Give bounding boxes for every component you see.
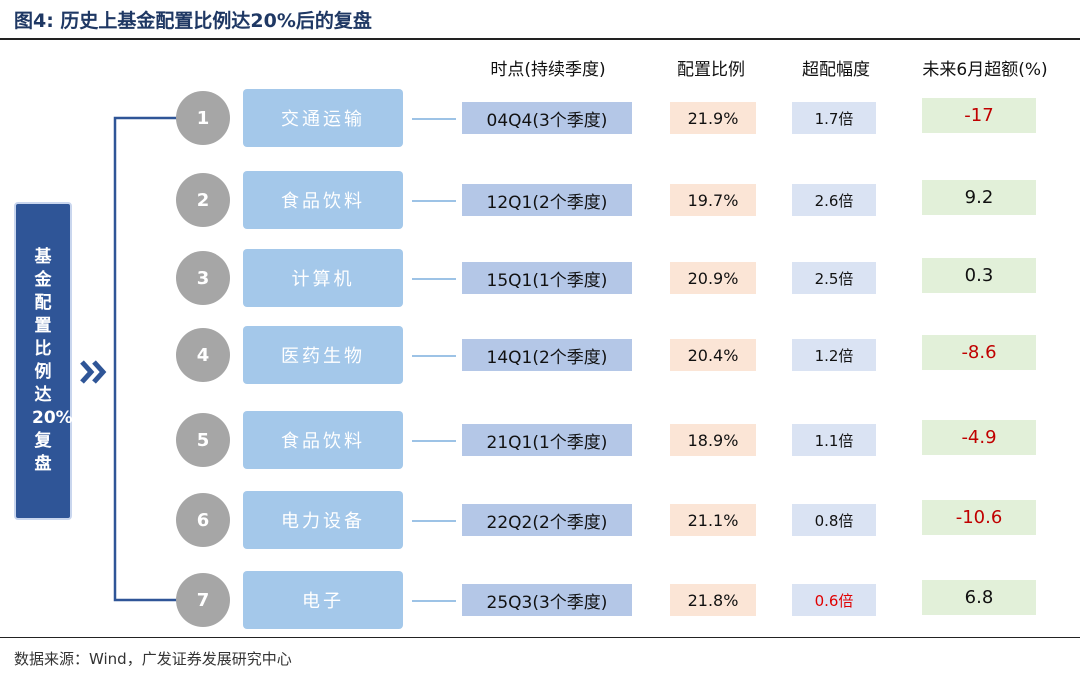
connector-lines [80, 116, 185, 602]
ratio: 21.9% [670, 102, 756, 134]
excess: -10.6 [922, 499, 1036, 535]
row-number: 4 [176, 328, 230, 382]
excess: 9.2 [922, 179, 1036, 215]
period: 12Q1(2个季度) [462, 184, 632, 216]
period: 15Q1(1个季度) [462, 262, 632, 294]
column-header: 配置比例 [677, 60, 745, 80]
period: 04Q4(3个季度) [462, 102, 632, 134]
overweight: 1.2倍 [792, 339, 876, 371]
column-header: 时点(持续季度) [490, 60, 606, 80]
excess: 0.3 [922, 257, 1036, 293]
excess: -4.9 [922, 419, 1036, 455]
row-number: 5 [176, 413, 230, 467]
industry: 食品饮料 [243, 411, 403, 469]
column-header: 超配幅度 [802, 60, 870, 80]
column-header: 未来6月超额(%) [922, 60, 1048, 80]
overweight: 1.7倍 [792, 102, 876, 134]
ratio: 21.8% [670, 584, 756, 616]
bottom-rule [0, 637, 1080, 638]
connector [412, 600, 456, 602]
connector [412, 355, 456, 357]
title: 图4: 历史上基金配置比例达20%后的复盘 [14, 10, 372, 32]
industry: 计算机 [243, 249, 403, 307]
excess: -8.6 [922, 334, 1036, 370]
period: 14Q1(2个季度) [462, 339, 632, 371]
ratio: 19.7% [670, 184, 756, 216]
row-number: 2 [176, 173, 230, 227]
overweight: 1.1倍 [792, 424, 876, 456]
connector [412, 200, 456, 202]
connector [412, 520, 456, 522]
chevron [80, 360, 107, 384]
connector [412, 118, 456, 120]
excess: -17 [922, 97, 1036, 133]
source: 数据来源：Wind，广发证券发展研究中心 [14, 650, 292, 668]
overweight: 0.6倍 [792, 584, 876, 616]
overweight: 2.5倍 [792, 262, 876, 294]
industry: 电子 [243, 571, 403, 629]
period: 22Q2(2个季度) [462, 504, 632, 536]
connector [412, 440, 456, 442]
period: 21Q1(1个季度) [462, 424, 632, 456]
overweight: 0.8倍 [792, 504, 876, 536]
connector [412, 278, 456, 280]
industry: 电力设备 [243, 491, 403, 549]
ratio: 18.9% [670, 424, 756, 456]
ratio: 20.9% [670, 262, 756, 294]
top-rule [0, 38, 1080, 40]
row-number: 6 [176, 493, 230, 547]
industry: 医药生物 [243, 326, 403, 384]
bracket [113, 116, 185, 602]
side-box: 基金配置比例达20%复盘 [14, 202, 73, 520]
row-number: 1 [176, 91, 230, 145]
ratio: 20.4% [670, 339, 756, 371]
side-label: 基金配置比例达20%复盘 [32, 247, 73, 474]
period: 25Q3(3个季度) [462, 584, 632, 616]
row-number: 3 [176, 251, 230, 305]
excess: 6.8 [922, 579, 1036, 615]
overweight: 2.6倍 [792, 184, 876, 216]
row-number: 7 [176, 573, 230, 627]
industry: 交通运输 [243, 89, 403, 147]
industry: 食品饮料 [243, 171, 403, 229]
ratio: 21.1% [670, 504, 756, 536]
